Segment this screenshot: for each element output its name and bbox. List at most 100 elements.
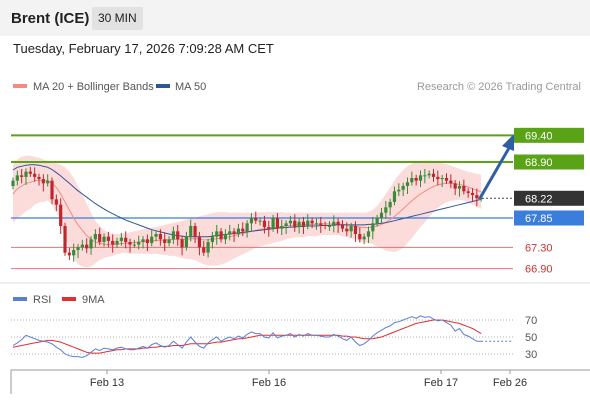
x-ticks-layer: Feb 13 Feb 16 Feb 17 Feb 26 [90, 370, 527, 389]
candle-body [150, 236, 154, 244]
x-tick-label: Feb 16 [252, 377, 286, 389]
candle-body [41, 179, 45, 184]
level-tag-68-22 [514, 190, 584, 206]
candle-body [431, 173, 436, 177]
candle-body [210, 236, 215, 242]
candle-body [163, 239, 167, 244]
level-label-67-85: 67.85 [525, 213, 553, 225]
candle-body [470, 192, 475, 196]
price-labels-layer: 69.40 68.90 68.22 67.85 67.30 66.90 [514, 127, 584, 276]
candle-body [405, 182, 410, 186]
candle-body [80, 244, 84, 248]
candle-body [85, 244, 89, 249]
candle-body [115, 240, 119, 245]
candle-body [241, 228, 245, 232]
candle-body [171, 231, 175, 240]
candle-body [262, 220, 267, 228]
candle-body [15, 175, 19, 181]
candle-body [98, 233, 102, 242]
candle-body [102, 236, 106, 242]
candle-body [111, 240, 115, 245]
candle-body [167, 239, 171, 244]
candle-body [137, 241, 141, 245]
candle-body [28, 171, 32, 174]
level-label-69-40: 69.40 [525, 130, 553, 142]
candle-body [366, 231, 371, 237]
candle-body [184, 236, 188, 248]
candle-body [418, 175, 423, 181]
candle-body [340, 224, 345, 229]
timestamp: Tuesday, February 17, 2026 7:09:28 AM CE… [13, 41, 274, 56]
candle-body [59, 204, 63, 226]
candle-body [288, 220, 293, 224]
candle-body [475, 195, 479, 199]
candle-body [50, 180, 54, 200]
candle-body [158, 233, 162, 240]
candle-body [154, 233, 158, 237]
candle-body [358, 233, 362, 240]
candle-body [371, 223, 375, 232]
candle-body [228, 231, 232, 234]
candle-body [76, 247, 80, 250]
rsi-legend-swatch [13, 297, 27, 301]
candle-body [293, 220, 297, 228]
bollinger-bands-layer [13, 155, 482, 268]
x-tick-label: Feb 26 [493, 377, 527, 389]
candle-body [254, 217, 258, 221]
instrument-title: Brent (ICE) [11, 10, 90, 27]
candle-body [462, 185, 466, 192]
candle-body [414, 177, 418, 181]
candle-body [375, 217, 379, 224]
rsi-ma-legend-label: 9MA [82, 294, 105, 306]
candle-body [280, 225, 284, 229]
candle-body [106, 236, 110, 241]
ma50-legend-swatch [156, 84, 170, 88]
candle-body [46, 180, 50, 184]
candle-body [336, 221, 340, 225]
candle-body [379, 212, 384, 218]
rsi-layer: 30 50 70 [11, 315, 537, 361]
candle-body [180, 239, 184, 248]
candle-body [219, 231, 223, 240]
candle-body [20, 175, 24, 177]
candle-body [236, 228, 241, 234]
candle-body [327, 225, 332, 227]
level-label-68-22: 68.22 [525, 193, 553, 205]
copyright-label: Research © 2026 Trading Central [417, 81, 581, 93]
level-label-66-90: 66.90 [525, 264, 553, 276]
candle-body [232, 231, 236, 234]
candle-body [410, 177, 414, 183]
level-tag-69-40 [514, 127, 584, 143]
x-tick-label: Feb 17 [424, 377, 458, 389]
timeframe-button[interactable]: 30 MIN [92, 7, 143, 30]
candle-body [397, 189, 401, 192]
rsi-legend-label: RSI [33, 294, 51, 306]
candle-body [457, 185, 462, 189]
candle-body [323, 224, 327, 226]
candle-body [215, 231, 219, 237]
candle-body [427, 173, 431, 176]
projection-arrow-head [502, 134, 514, 151]
candle-body [223, 233, 228, 240]
candle-body [449, 180, 453, 184]
candle-body [245, 223, 249, 232]
projection-arrow-layer [478, 134, 514, 200]
candle-body [128, 241, 132, 245]
candle-body [63, 225, 67, 253]
candle-body [54, 199, 58, 205]
candles-layer [11, 166, 483, 262]
candle-body [119, 237, 123, 241]
candle-body [319, 223, 323, 225]
candle-body [141, 239, 145, 242]
level-label-68-90: 68.90 [525, 157, 553, 169]
price-levels-layer [11, 134, 513, 270]
candle-body [33, 173, 37, 177]
bollinger-band [13, 155, 482, 268]
rsi-line [12, 315, 482, 358]
candle-body [310, 220, 314, 224]
level-tag-68-90 [514, 154, 584, 170]
candle-body [392, 191, 397, 202]
projection-arrow-shaft [478, 147, 511, 200]
candle-body [384, 207, 388, 213]
